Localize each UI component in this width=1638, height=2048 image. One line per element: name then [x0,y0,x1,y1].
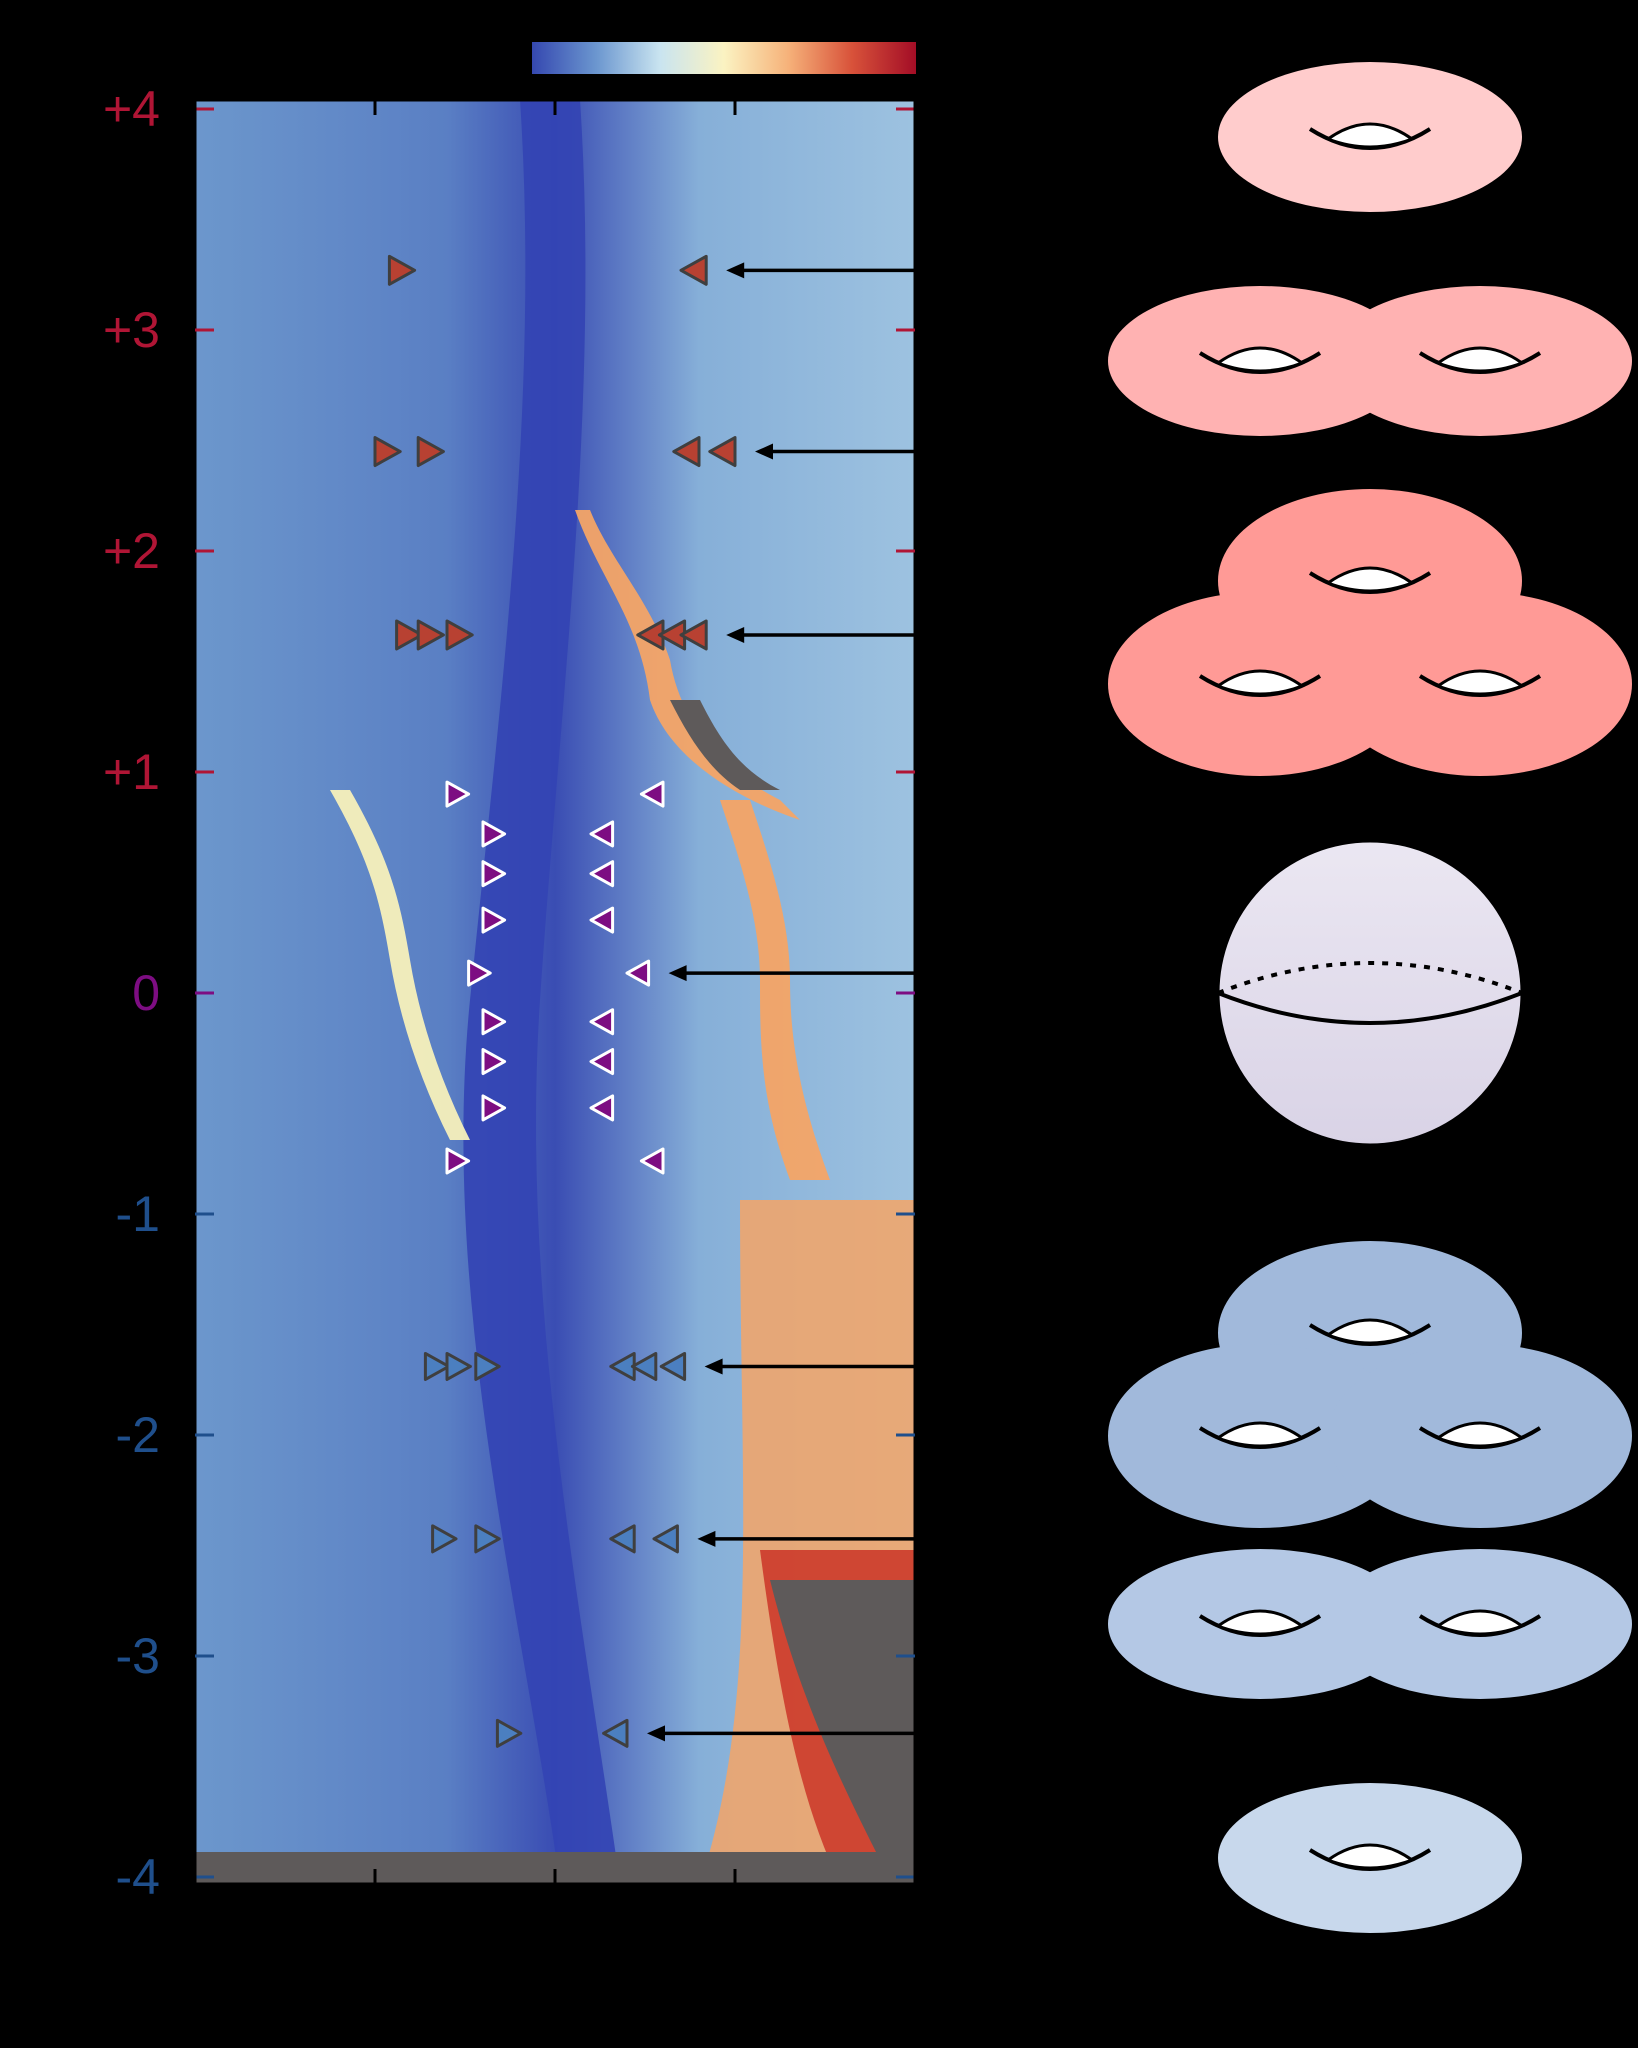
arrow-head [697,1530,716,1547]
left-pointing-marker [589,1094,615,1122]
arrow-head [755,443,773,460]
torus-hole-curve-inner [1214,669,1306,696]
right-pointing-marker [373,436,402,468]
right-pointing-marker [474,1524,501,1554]
left-pointing-marker [679,254,708,286]
y-tick-label: +2 [103,523,160,579]
y-tick-label: -3 [116,1628,160,1684]
torus-hole-curve-inner [1434,346,1526,373]
torus-hole-curve-inner [1214,1421,1306,1448]
right-pointing-marker [445,780,471,808]
y-tick-label: +4 [103,81,160,137]
arrows [647,262,915,1742]
surface-genus-3-positive [1108,489,1632,776]
right-pointing-marker [416,436,445,468]
left-pointing-marker [609,1524,636,1554]
left-pointing-marker [589,906,615,934]
torus-hole-curve-inner [1324,1318,1416,1345]
right-pointing-marker [445,1147,471,1175]
right-pointing-marker [445,1351,472,1381]
left-pointing-marker [639,780,665,808]
right-pointing-marker [481,1008,507,1036]
torus-hole-curve-inner [1434,669,1526,696]
right-pointing-marker [481,1094,507,1122]
left-pointing-marker [708,436,737,468]
left-pointing-marker [602,1718,629,1748]
left-pointing-marker [652,1524,679,1554]
arrow-head [726,262,745,279]
left-pointing-marker [679,619,708,651]
surface-genus-3-negative [1108,1241,1632,1528]
surface-illustrations [1108,62,1632,1933]
right-pointing-marker [495,1718,523,1748]
surface-genus-2-negative [1108,1549,1632,1699]
ridge-upper-right [575,510,800,820]
x-axis [193,100,917,1884]
sphere-icon [1216,839,1524,1147]
left-pointing-marker [625,959,651,987]
masked-region-lower-right [770,1580,915,1860]
y-axis: +4 +3 +2 +1 0 -1 -2 -3 -4 [103,81,915,1905]
markers [373,254,737,1748]
left-pointing-marker [630,1351,658,1381]
left-pointing-marker [589,820,615,848]
ridge-right-orange [720,800,830,1180]
left-pointing-marker [672,436,701,468]
right-pointing-marker [445,619,474,651]
left-pointing-marker [589,860,615,888]
torus-hole-curve-inner [1214,346,1306,373]
right-pointing-marker [431,1524,458,1554]
right-pointing-marker [395,619,424,651]
arrow-head [726,626,745,643]
right-pointing-marker [387,254,417,286]
y-tick-label: -2 [116,1407,160,1463]
right-pointing-marker [481,820,507,848]
arrow-head [647,1725,665,1742]
arrow-head [668,965,687,982]
masked-region-upper [670,700,780,790]
y-tick-label: -1 [116,1186,160,1242]
right-pointing-marker [467,959,492,987]
left-pointing-marker [639,1147,665,1175]
right-pointing-marker [481,906,507,934]
torus-hole-curve-inner [1434,1421,1526,1448]
heatmap-panel [195,100,915,1884]
right-pointing-marker [481,860,507,888]
colorbar-gradient [532,42,916,74]
sphere-equator-front [1217,991,1523,1025]
surface-genus-0-zero [1216,839,1524,1147]
arrow-head [704,1358,723,1375]
y-tick-label: -4 [116,1849,160,1905]
right-pointing-marker [481,1048,507,1076]
torus-hole-curve-inner [1324,566,1416,593]
y-tick-label: +1 [103,744,160,800]
y-tick-label: +3 [103,302,160,358]
y-tick-label: 0 [132,965,160,1021]
torus-hole-curve-inner [1434,1609,1526,1636]
left-pointing-marker [589,1008,615,1036]
left-pointing-marker [659,1351,687,1381]
colorbar [532,42,916,74]
dark-core-band [463,100,620,1884]
ridge-left [330,790,470,1140]
right-pointing-marker [474,1351,501,1381]
torus-hole-curve-inner [1214,1609,1306,1636]
torus-hole-curve-inner [1324,1843,1416,1870]
right-pointing-marker [423,1351,451,1381]
right-pointing-marker [416,619,445,651]
surface-genus-2-positive [1108,286,1632,436]
sphere-equator-back [1217,961,1523,995]
left-pointing-marker [589,1048,615,1076]
torus-hole-curve-inner [1324,122,1416,149]
